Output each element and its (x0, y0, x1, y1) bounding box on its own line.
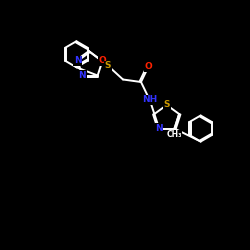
Text: O: O (144, 62, 152, 71)
Text: N: N (78, 71, 86, 80)
Text: O: O (98, 56, 106, 66)
Text: N: N (155, 124, 163, 133)
Text: S: S (164, 100, 170, 110)
Text: N: N (74, 56, 82, 66)
Text: NH: NH (142, 96, 158, 104)
Text: S: S (105, 61, 111, 70)
Text: CH₃: CH₃ (166, 130, 182, 139)
